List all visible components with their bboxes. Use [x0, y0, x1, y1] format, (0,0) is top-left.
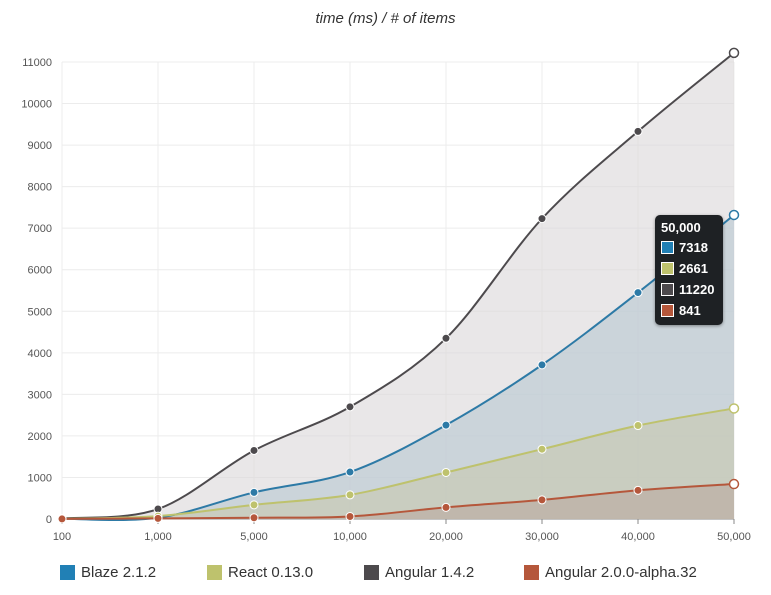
- point-blaze-2-1-2: [537, 360, 547, 370]
- area-react-0-13-0: [62, 408, 734, 519]
- legend-swatch-angular2: [524, 565, 539, 580]
- line-react-0-13-0: [61, 407, 735, 520]
- point-blaze-2-1-2: [633, 288, 643, 298]
- area-angular-2-0-0-alpha-32: [62, 484, 734, 519]
- x-tick-label: 20,000: [429, 531, 463, 543]
- tooltip: 50,000 7318 2661 11220 841: [655, 215, 723, 325]
- series-points[interactable]: [57, 47, 740, 524]
- x-tick-label: 40,000: [621, 531, 655, 543]
- point-angular-1-4-2: [633, 126, 643, 136]
- legend-swatch-blaze: [60, 565, 75, 580]
- line-angular-2-0-0-alpha-32: [61, 483, 735, 520]
- legend-label-react: React 0.13.0: [228, 564, 314, 581]
- legend-swatch-react: [207, 565, 222, 580]
- y-tick-label: 8000: [28, 182, 52, 194]
- point-angular-1-4-2: [728, 47, 740, 59]
- point-blaze-2-1-2: [728, 209, 740, 221]
- y-tick-label: 2000: [28, 431, 52, 443]
- tooltip-title: 50,000: [661, 220, 701, 235]
- point-angular-2-0-0-alpha-32: [57, 514, 67, 524]
- point-react-0-13-0: [345, 490, 355, 500]
- point-angular-1-4-2: [441, 333, 451, 343]
- legend-item-blaze[interactable]: Blaze 2.1.2: [60, 564, 156, 581]
- point-react-0-13-0: [633, 421, 643, 431]
- y-tick-label: 6000: [28, 265, 52, 277]
- y-tick-label: 9000: [28, 140, 52, 152]
- point-angular-2-0-0-alpha-32: [633, 485, 643, 495]
- point-angular-1-4-2: [345, 402, 355, 412]
- point-blaze-2-1-2: [249, 487, 259, 497]
- y-tick-label: 5000: [28, 306, 52, 318]
- x-tick-label: 50,000: [717, 531, 751, 543]
- point-angular-2-0-0-alpha-32: [728, 478, 740, 490]
- chart-title: time (ms) / # of items: [315, 10, 456, 27]
- y-tick-label: 3000: [28, 389, 52, 401]
- legend-label-angular1: Angular 1.4.2: [385, 564, 475, 581]
- legend: Blaze 2.1.2 React 0.13.0 Angular 1.4.2 A…: [60, 562, 760, 586]
- point-angular-2-0-0-alpha-32: [537, 495, 547, 505]
- y-tick-label: 0: [46, 514, 52, 526]
- y-axis-ticks: 0 1000 2000 3000 4000 5000 6000 7000 8000 9000 100…: [21, 57, 52, 526]
- tooltip-value-blaze: 7318: [679, 240, 708, 255]
- legend-label-blaze: Blaze 2.1.2: [81, 564, 157, 581]
- point-blaze-2-1-2: [441, 420, 451, 430]
- chart-area: 0 1000 2000 3000 4000 5000 6000 7000 8000 9000 100…: [21, 47, 751, 543]
- x-tick-label: 100: [53, 531, 71, 543]
- tooltip-swatch-react: [661, 262, 674, 275]
- legend-swatch-angular1: [364, 565, 379, 580]
- series-areas: [62, 52, 734, 520]
- x-tick-label: 30,000: [525, 531, 559, 543]
- tooltip-value-angular1: 11220: [679, 282, 715, 297]
- y-tick-label: 11000: [22, 57, 52, 69]
- x-axis-ticks: 100 1,000 5,000 10,000 20,000 30,000 40,000 50,…: [53, 531, 751, 543]
- tooltip-row-angular2: 841: [661, 303, 701, 318]
- tooltip-row-react: 2661: [661, 261, 708, 276]
- point-angular-2-0-0-alpha-32: [249, 513, 259, 523]
- x-tick-label: 1,000: [144, 531, 172, 543]
- point-react-0-13-0: [728, 403, 740, 414]
- point-angular-2-0-0-alpha-32: [153, 513, 163, 523]
- legend-item-react[interactable]: React 0.13.0: [207, 564, 313, 581]
- tooltip-value-react: 2661: [679, 261, 708, 276]
- y-tick-label: 10000: [21, 99, 52, 111]
- tooltip-value-angular2: 841: [679, 303, 701, 318]
- legend-item-angular2[interactable]: Angular 2.0.0-alpha.32: [524, 564, 697, 581]
- y-tick-label: 4000: [28, 348, 52, 360]
- point-angular-1-4-2: [537, 214, 547, 224]
- tooltip-row-blaze: 7318: [661, 240, 708, 255]
- point-react-0-13-0: [249, 500, 259, 510]
- point-angular-1-4-2: [249, 445, 259, 455]
- point-react-0-13-0: [537, 444, 547, 454]
- tooltip-swatch-angular1: [661, 283, 674, 296]
- x-tick-label: 5,000: [240, 531, 268, 543]
- line-angular-1-4-2: [61, 52, 735, 520]
- tooltip-swatch-angular2: [661, 304, 674, 317]
- point-angular-2-0-0-alpha-32: [441, 502, 451, 512]
- point-angular-2-0-0-alpha-32: [345, 512, 355, 522]
- y-tick-label: 7000: [28, 223, 52, 235]
- point-blaze-2-1-2: [345, 467, 355, 477]
- tooltip-swatch-blaze: [661, 241, 674, 254]
- point-react-0-13-0: [441, 467, 451, 477]
- y-tick-label: 1000: [28, 472, 52, 484]
- x-tick-label: 10,000: [333, 531, 367, 543]
- tooltip-row-angular1: 11220: [661, 282, 714, 297]
- legend-item-angular1[interactable]: Angular 1.4.2: [364, 564, 474, 581]
- legend-label-angular2: Angular 2.0.0-alpha.32: [545, 564, 697, 581]
